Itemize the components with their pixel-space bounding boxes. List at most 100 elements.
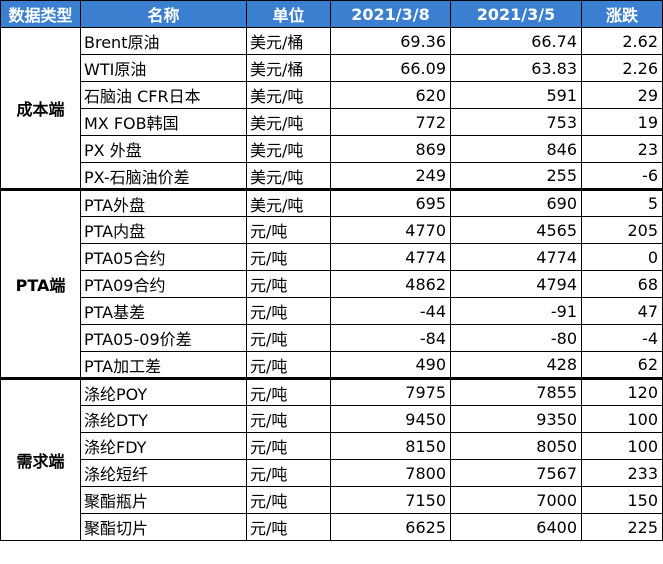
table-row: 需求端 涤纶POY 元/吨 7975 7855 120 — [0, 378, 663, 541]
change-cell: 100 — [581, 405, 663, 433]
table-row: PTA内盘 元/吨 4770 4565 205 — [1, 216, 663, 244]
value-date-2-cell: 690 — [450, 189, 582, 217]
table-row: PX-石脑油价差 美元/吨 249 255 -6 — [1, 162, 663, 191]
header-name: 名称 — [80, 0, 247, 28]
unit-cell: 元/吨 — [246, 297, 331, 325]
change-cell: 0 — [581, 243, 663, 271]
value-date-2-cell: 8050 — [450, 432, 582, 460]
change-cell: 205 — [581, 216, 663, 244]
value-date-1-cell: 869 — [330, 135, 451, 163]
value-date-1-cell: 4774 — [330, 243, 451, 271]
item-name-cell: 涤纶POY — [80, 378, 247, 406]
value-date-2-cell: 7000 — [450, 486, 582, 514]
change-cell: 62 — [581, 351, 663, 380]
table-row: WTI原油 美元/桶 66.09 63.83 2.26 — [1, 54, 663, 82]
value-date-1-cell: 6625 — [330, 513, 451, 541]
value-date-1-cell: -84 — [330, 324, 451, 352]
item-name-cell: PTA05合约 — [80, 243, 247, 271]
item-name-cell: PTA基差 — [80, 297, 247, 325]
header-data-type: 数据类型 — [0, 0, 81, 28]
table-row: 涤纶DTY 元/吨 9450 9350 100 — [1, 405, 663, 433]
category-cell: PTA端 — [0, 189, 81, 380]
unit-cell: 美元/吨 — [246, 162, 331, 191]
unit-cell: 元/吨 — [246, 378, 331, 406]
change-cell: 100 — [581, 432, 663, 460]
value-date-2-cell: 846 — [450, 135, 582, 163]
unit-cell: 元/吨 — [246, 216, 331, 244]
item-name-cell: PTA05-09价差 — [80, 324, 247, 352]
table-row: MX FOB韩国 美元/吨 772 753 19 — [1, 108, 663, 136]
table-row: 涤纶短纤 元/吨 7800 7567 233 — [1, 459, 663, 487]
change-cell: 5 — [581, 189, 663, 217]
value-date-2-cell: 66.74 — [450, 27, 582, 55]
value-date-1-cell: 9450 — [330, 405, 451, 433]
unit-cell: 元/吨 — [246, 405, 331, 433]
item-name-cell: PTA外盘 — [80, 189, 247, 217]
table-row: PX 外盘 美元/吨 869 846 23 — [1, 135, 663, 163]
header-row: 数据类型 名称 单位 2021/3/8 2021/3/5 涨跌 — [0, 0, 663, 28]
header-change: 涨跌 — [581, 0, 663, 28]
value-date-1-cell: 66.09 — [330, 54, 451, 82]
item-name-cell: Brent原油 — [80, 27, 247, 55]
unit-cell: 元/吨 — [246, 459, 331, 487]
value-date-2-cell: 7567 — [450, 459, 582, 487]
value-date-2-cell: 4565 — [450, 216, 582, 244]
value-date-1-cell: 7150 — [330, 486, 451, 514]
value-date-2-cell: 428 — [450, 351, 582, 380]
change-cell: 120 — [581, 378, 663, 406]
change-cell: 225 — [581, 513, 663, 541]
item-name-cell: PTA09合约 — [80, 270, 247, 298]
item-name-cell: PX-石脑油价差 — [80, 162, 247, 191]
category-cell: 需求端 — [0, 378, 81, 541]
change-cell: 2.26 — [581, 54, 663, 82]
value-date-2-cell: 63.83 — [450, 54, 582, 82]
table-row: 涤纶FDY 元/吨 8150 8050 100 — [1, 432, 663, 460]
value-date-1-cell: 69.36 — [330, 27, 451, 55]
table-row: PTA05合约 元/吨 4774 4774 0 — [1, 243, 663, 271]
unit-cell: 元/吨 — [246, 432, 331, 460]
header-date-1: 2021/3/8 — [330, 0, 451, 28]
item-name-cell: PTA内盘 — [80, 216, 247, 244]
table-row: PTA基差 元/吨 -44 -91 47 — [1, 297, 663, 325]
value-date-2-cell: 591 — [450, 81, 582, 109]
unit-cell: 美元/桶 — [246, 27, 331, 55]
item-name-cell: 聚酯切片 — [80, 513, 247, 541]
item-name-cell: PX 外盘 — [80, 135, 247, 163]
value-date-1-cell: 620 — [330, 81, 451, 109]
price-data-table: 数据类型 名称 单位 2021/3/8 2021/3/5 涨跌 成本端 Brent… — [0, 0, 663, 541]
item-name-cell: 涤纶FDY — [80, 432, 247, 460]
unit-cell: 元/吨 — [246, 243, 331, 271]
value-date-1-cell: -44 — [330, 297, 451, 325]
table-row: PTA端 PTA外盘 美元/吨 695 690 5 — [0, 189, 663, 380]
item-name-cell: 涤纶DTY — [80, 405, 247, 433]
table-row: 成本端 Brent原油 美元/桶 69.36 66.74 2.62 — [0, 27, 663, 191]
value-date-2-cell: 753 — [450, 108, 582, 136]
table-body: 成本端 Brent原油 美元/桶 69.36 66.74 2.62 WTI原油 美元/桶 66.… — [0, 27, 663, 541]
value-date-2-cell: 7855 — [450, 378, 582, 406]
header-unit: 单位 — [246, 0, 331, 28]
change-cell: 23 — [581, 135, 663, 163]
change-cell: 233 — [581, 459, 663, 487]
unit-cell: 元/吨 — [246, 486, 331, 514]
unit-cell: 元/吨 — [246, 513, 331, 541]
item-name-cell: 石脑油 CFR日本 — [80, 81, 247, 109]
header-date-2: 2021/3/5 — [450, 0, 582, 28]
value-date-1-cell: 7800 — [330, 459, 451, 487]
value-date-1-cell: 4862 — [330, 270, 451, 298]
unit-cell: 美元/桶 — [246, 54, 331, 82]
change-cell: 150 — [581, 486, 663, 514]
item-name-cell: WTI原油 — [80, 54, 247, 82]
table-row: PTA05-09价差 元/吨 -84 -80 -4 — [1, 324, 663, 352]
unit-cell: 元/吨 — [246, 351, 331, 380]
table-row: 聚酯瓶片 元/吨 7150 7000 150 — [1, 486, 663, 514]
value-date-1-cell: 4770 — [330, 216, 451, 244]
table-row: 石脑油 CFR日本 美元/吨 620 591 29 — [1, 81, 663, 109]
unit-cell: 美元/吨 — [246, 135, 331, 163]
value-date-2-cell: 9350 — [450, 405, 582, 433]
item-name-cell: MX FOB韩国 — [80, 108, 247, 136]
value-date-2-cell: -80 — [450, 324, 582, 352]
change-cell: -4 — [581, 324, 663, 352]
change-cell: -6 — [581, 162, 663, 191]
value-date-2-cell: 6400 — [450, 513, 582, 541]
item-name-cell: 聚酯瓶片 — [80, 486, 247, 514]
